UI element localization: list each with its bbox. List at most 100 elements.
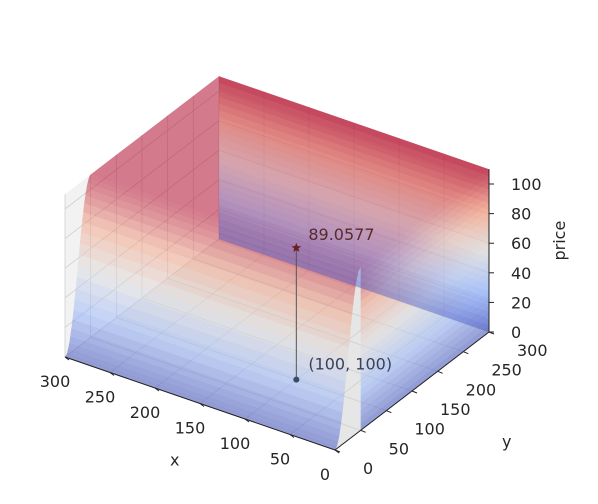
surface-side-band bbox=[360, 298, 489, 404]
surface-back-band bbox=[219, 123, 489, 224]
surface-side-band bbox=[360, 176, 489, 282]
x-tick-mark bbox=[154, 387, 160, 392]
surface-back-band bbox=[219, 157, 489, 258]
surface-side-band bbox=[360, 203, 489, 309]
annotation-group: 89.0577 (100, 100) bbox=[291, 225, 392, 383]
surface-back-band bbox=[219, 164, 489, 265]
y-tick-label: 200 bbox=[466, 380, 497, 399]
surface-ramp-band bbox=[83, 203, 355, 306]
z-tick-label: 40 bbox=[511, 264, 531, 283]
x-tick-label: 0 bbox=[320, 465, 330, 484]
annotation-point-label: (100, 100) bbox=[308, 355, 392, 374]
x-axis-label: x bbox=[170, 451, 179, 470]
x-tick-mark bbox=[199, 403, 205, 407]
surface-ramp-band bbox=[70, 328, 342, 430]
surface-back-band bbox=[219, 96, 489, 197]
x-tick-label: 150 bbox=[175, 419, 206, 438]
z-axis-label: price bbox=[550, 221, 569, 261]
surface-back-band bbox=[219, 184, 489, 285]
surface-ramp-band bbox=[65, 355, 337, 450]
surface-side-band bbox=[360, 189, 489, 295]
surface-side-band bbox=[360, 318, 489, 424]
surface-ramp-band bbox=[84, 195, 356, 297]
z-tick-label: 20 bbox=[511, 293, 531, 312]
tick-labels: 0501001502002503000501001502002503000204… bbox=[40, 175, 548, 484]
surface-side-band bbox=[360, 257, 489, 363]
surface-ramp-band bbox=[72, 309, 344, 413]
surface-plateau-top bbox=[90, 76, 489, 268]
surface-back-band bbox=[219, 83, 489, 183]
surface-side-band bbox=[360, 243, 489, 349]
z-tick-label: 0 bbox=[511, 323, 521, 342]
surface-back-band bbox=[219, 116, 489, 217]
surface-back-band bbox=[219, 103, 489, 204]
surface-back-band bbox=[219, 211, 489, 312]
surface-back-band bbox=[219, 110, 489, 210]
x-tick-label: 250 bbox=[85, 388, 116, 407]
surface-ramp-band bbox=[89, 174, 361, 270]
y-tick-mark bbox=[334, 449, 341, 453]
y-tick-mark bbox=[411, 390, 418, 394]
surface-side-band bbox=[360, 304, 489, 410]
surface-ramp-band bbox=[74, 288, 346, 393]
surface-side-band bbox=[360, 209, 489, 315]
surface-side-band bbox=[360, 325, 489, 431]
y-tick-label: 0 bbox=[363, 459, 373, 478]
surface-plot bbox=[65, 76, 489, 450]
surface-ramp-band bbox=[80, 232, 351, 337]
surface-ramp-band bbox=[88, 176, 360, 272]
surface-ramp-band bbox=[77, 254, 349, 359]
surface-ramp-band bbox=[73, 299, 345, 403]
surface-ramp-band bbox=[75, 277, 347, 382]
surface-ramp-band bbox=[82, 212, 354, 315]
surface-back-band bbox=[219, 178, 489, 278]
surface-side-band bbox=[360, 216, 489, 322]
surface-side-band bbox=[360, 271, 489, 377]
surface-back-band bbox=[219, 232, 489, 332]
surface-ramp-band bbox=[67, 348, 339, 446]
y-tick-mark bbox=[463, 351, 469, 355]
y-tick-label: 250 bbox=[491, 361, 522, 380]
surface-back-band bbox=[219, 150, 489, 251]
surface-back-band bbox=[219, 144, 489, 244]
y-tick-mark bbox=[360, 429, 366, 433]
z-tick-label: 100 bbox=[511, 175, 542, 194]
x-tick-label: 50 bbox=[270, 450, 290, 469]
y-tick-label: 100 bbox=[414, 420, 445, 439]
surface-back-band bbox=[219, 225, 489, 326]
surface-ramp-band bbox=[81, 221, 353, 326]
annotation-value-label: 89.0577 bbox=[308, 225, 374, 244]
x-tick-label: 200 bbox=[130, 403, 161, 422]
z-tick-label: 60 bbox=[511, 234, 531, 253]
surface-ramp-band bbox=[68, 342, 340, 442]
surface-ramp-band bbox=[69, 336, 341, 436]
y-tick-mark bbox=[386, 410, 392, 414]
surface-ramp-band bbox=[85, 188, 357, 289]
x-tick-label: 100 bbox=[220, 434, 251, 453]
surface-side-band bbox=[360, 230, 489, 336]
surface-back-band bbox=[219, 137, 489, 237]
surface-back-band bbox=[219, 171, 489, 271]
surface-side-band bbox=[360, 169, 489, 275]
surface-back-band bbox=[219, 89, 489, 190]
x-tick-label: 300 bbox=[40, 372, 71, 391]
y-tick-label: 50 bbox=[389, 439, 409, 458]
surface-side-band bbox=[360, 311, 489, 417]
surface-side-band bbox=[360, 223, 489, 329]
surface-back-band bbox=[219, 191, 489, 292]
y-tick-mark bbox=[437, 370, 443, 374]
surface-side-band bbox=[360, 291, 489, 397]
z-tick-label: 80 bbox=[511, 205, 531, 224]
surface-side-band bbox=[360, 250, 489, 356]
surface-side-band bbox=[360, 182, 489, 288]
surface-side-band bbox=[360, 196, 489, 302]
surface-ramp-band bbox=[66, 352, 338, 449]
surface-side-band bbox=[360, 264, 489, 370]
annotation-base-point bbox=[293, 376, 300, 383]
surface-back-band bbox=[219, 130, 489, 231]
x-tick-mark bbox=[64, 356, 70, 361]
surface-back-band bbox=[219, 205, 489, 305]
y-tick-label: 150 bbox=[440, 400, 471, 419]
surface-back-band bbox=[219, 218, 489, 319]
surface-side-band bbox=[360, 284, 489, 390]
